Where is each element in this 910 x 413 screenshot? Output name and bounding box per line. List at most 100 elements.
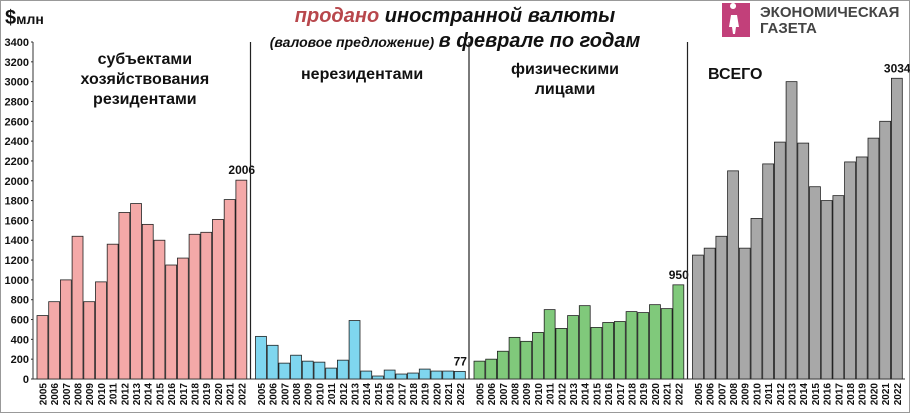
bar (750, 218, 763, 380)
y-tick-label: 800 (11, 295, 29, 307)
bar (442, 370, 455, 380)
x-tick-label: 2019 (202, 383, 213, 406)
bar (473, 360, 486, 380)
bar (301, 360, 314, 380)
x-tick-label: 2005 (257, 383, 268, 406)
x-tick-label: 2015 (374, 383, 385, 406)
x-tick-label: 2018 (846, 383, 857, 406)
x-tick-label: 2014 (581, 383, 592, 406)
x-tick-label: 2005 (38, 383, 49, 406)
bar (625, 311, 638, 380)
x-tick-label: 2014 (362, 383, 373, 406)
bar (153, 239, 166, 380)
x-tick-label: 2022 (893, 383, 904, 406)
bar (372, 375, 384, 380)
bar (188, 233, 201, 380)
x-tick-label: 2021 (881, 383, 892, 406)
bar (649, 304, 661, 380)
bar (418, 368, 431, 380)
x-tick-label: 2019 (421, 383, 432, 406)
x-tick-label: 2021 (226, 383, 237, 406)
bar (555, 328, 568, 380)
x-tick-label: 2009 (522, 383, 533, 406)
bar (867, 137, 880, 380)
bar (672, 284, 685, 380)
x-tick-label: 2007 (499, 383, 510, 406)
bar (520, 340, 533, 380)
x-tick-label: 2022 (674, 383, 685, 406)
y-label-symbol: $ (5, 7, 16, 29)
x-tick-label: 2018 (409, 383, 420, 406)
x-tick-label: 2013 (787, 383, 798, 406)
logo-figure (729, 3, 739, 35)
bar (508, 336, 521, 380)
x-tick-label: 2012 (120, 383, 131, 406)
bar (660, 308, 673, 380)
x-tick-label: 2017 (834, 383, 845, 406)
bar (141, 223, 154, 380)
title-rest: иностранной валюты (385, 5, 615, 27)
bar (820, 200, 833, 380)
bar (165, 264, 177, 380)
x-tick-label: 2007 (62, 383, 73, 406)
bar (797, 142, 810, 380)
panel-label: нерезидентами (301, 66, 424, 83)
x-tick-label: 2011 (109, 383, 120, 405)
subtitle: (валовое предложение) (270, 34, 435, 50)
x-tick-label: 2010 (752, 383, 763, 406)
y-tick-label: 1600 (5, 215, 29, 227)
subtitle-emphasis: в феврале по годам (439, 30, 641, 52)
chart-subtitle: (валовое предложение) в феврале по годам (270, 30, 641, 52)
x-tick-label: 2022 (456, 383, 467, 406)
bar (223, 199, 236, 380)
bar (614, 321, 626, 380)
x-tick-label: 2022 (237, 383, 248, 406)
y-label-unit: млн (16, 11, 44, 27)
x-tick-label: 2018 (627, 383, 638, 406)
x-tick-label: 2013 (350, 383, 361, 406)
x-tick-label: 2011 (327, 383, 338, 405)
x-tick-label: 2008 (292, 383, 303, 406)
x-tick-label: 2012 (776, 383, 787, 406)
bar (360, 370, 373, 380)
x-tick-label: 2011 (546, 383, 557, 405)
value-label: 77 (454, 354, 468, 368)
x-tick-label: 2017 (616, 383, 627, 406)
bar (266, 344, 279, 380)
bar (453, 370, 466, 380)
y-tick-label: 1800 (5, 196, 29, 208)
x-tick-label: 2007 (717, 383, 728, 406)
bar (855, 156, 868, 380)
bar (692, 254, 704, 380)
bar (130, 203, 142, 380)
y-tick-label: 400 (11, 334, 29, 346)
logo-line: ГАЗЕТА (760, 20, 817, 37)
bar (844, 161, 856, 380)
x-tick-label: 2017 (397, 383, 408, 406)
y-tick-label: 2400 (5, 136, 29, 148)
x-tick-label: 2020 (869, 383, 880, 406)
x-tick-label: 2013 (569, 383, 580, 406)
bar (532, 332, 544, 380)
x-tick-label: 2020 (432, 383, 443, 406)
x-tick-label: 2012 (557, 383, 568, 406)
x-tick-label: 2007 (280, 383, 291, 406)
bar (83, 301, 96, 380)
x-tick-label: 2019 (639, 383, 650, 406)
x-tick-label: 2021 (663, 383, 674, 406)
bar (395, 373, 408, 380)
y-tick-label: 3200 (5, 57, 29, 69)
y-tick-label: 2000 (5, 176, 29, 188)
x-tick-label: 2006 (487, 383, 498, 406)
bar (637, 312, 650, 380)
y-tick-label: 600 (11, 315, 29, 327)
x-tick-label: 2016 (823, 383, 834, 406)
x-tick-label: 2017 (179, 383, 190, 406)
x-tick-label: 2006 (706, 383, 717, 406)
bar (336, 359, 349, 380)
bar (118, 212, 131, 380)
x-tick-label: 2010 (534, 383, 545, 406)
x-tick-label: 2009 (304, 383, 315, 406)
